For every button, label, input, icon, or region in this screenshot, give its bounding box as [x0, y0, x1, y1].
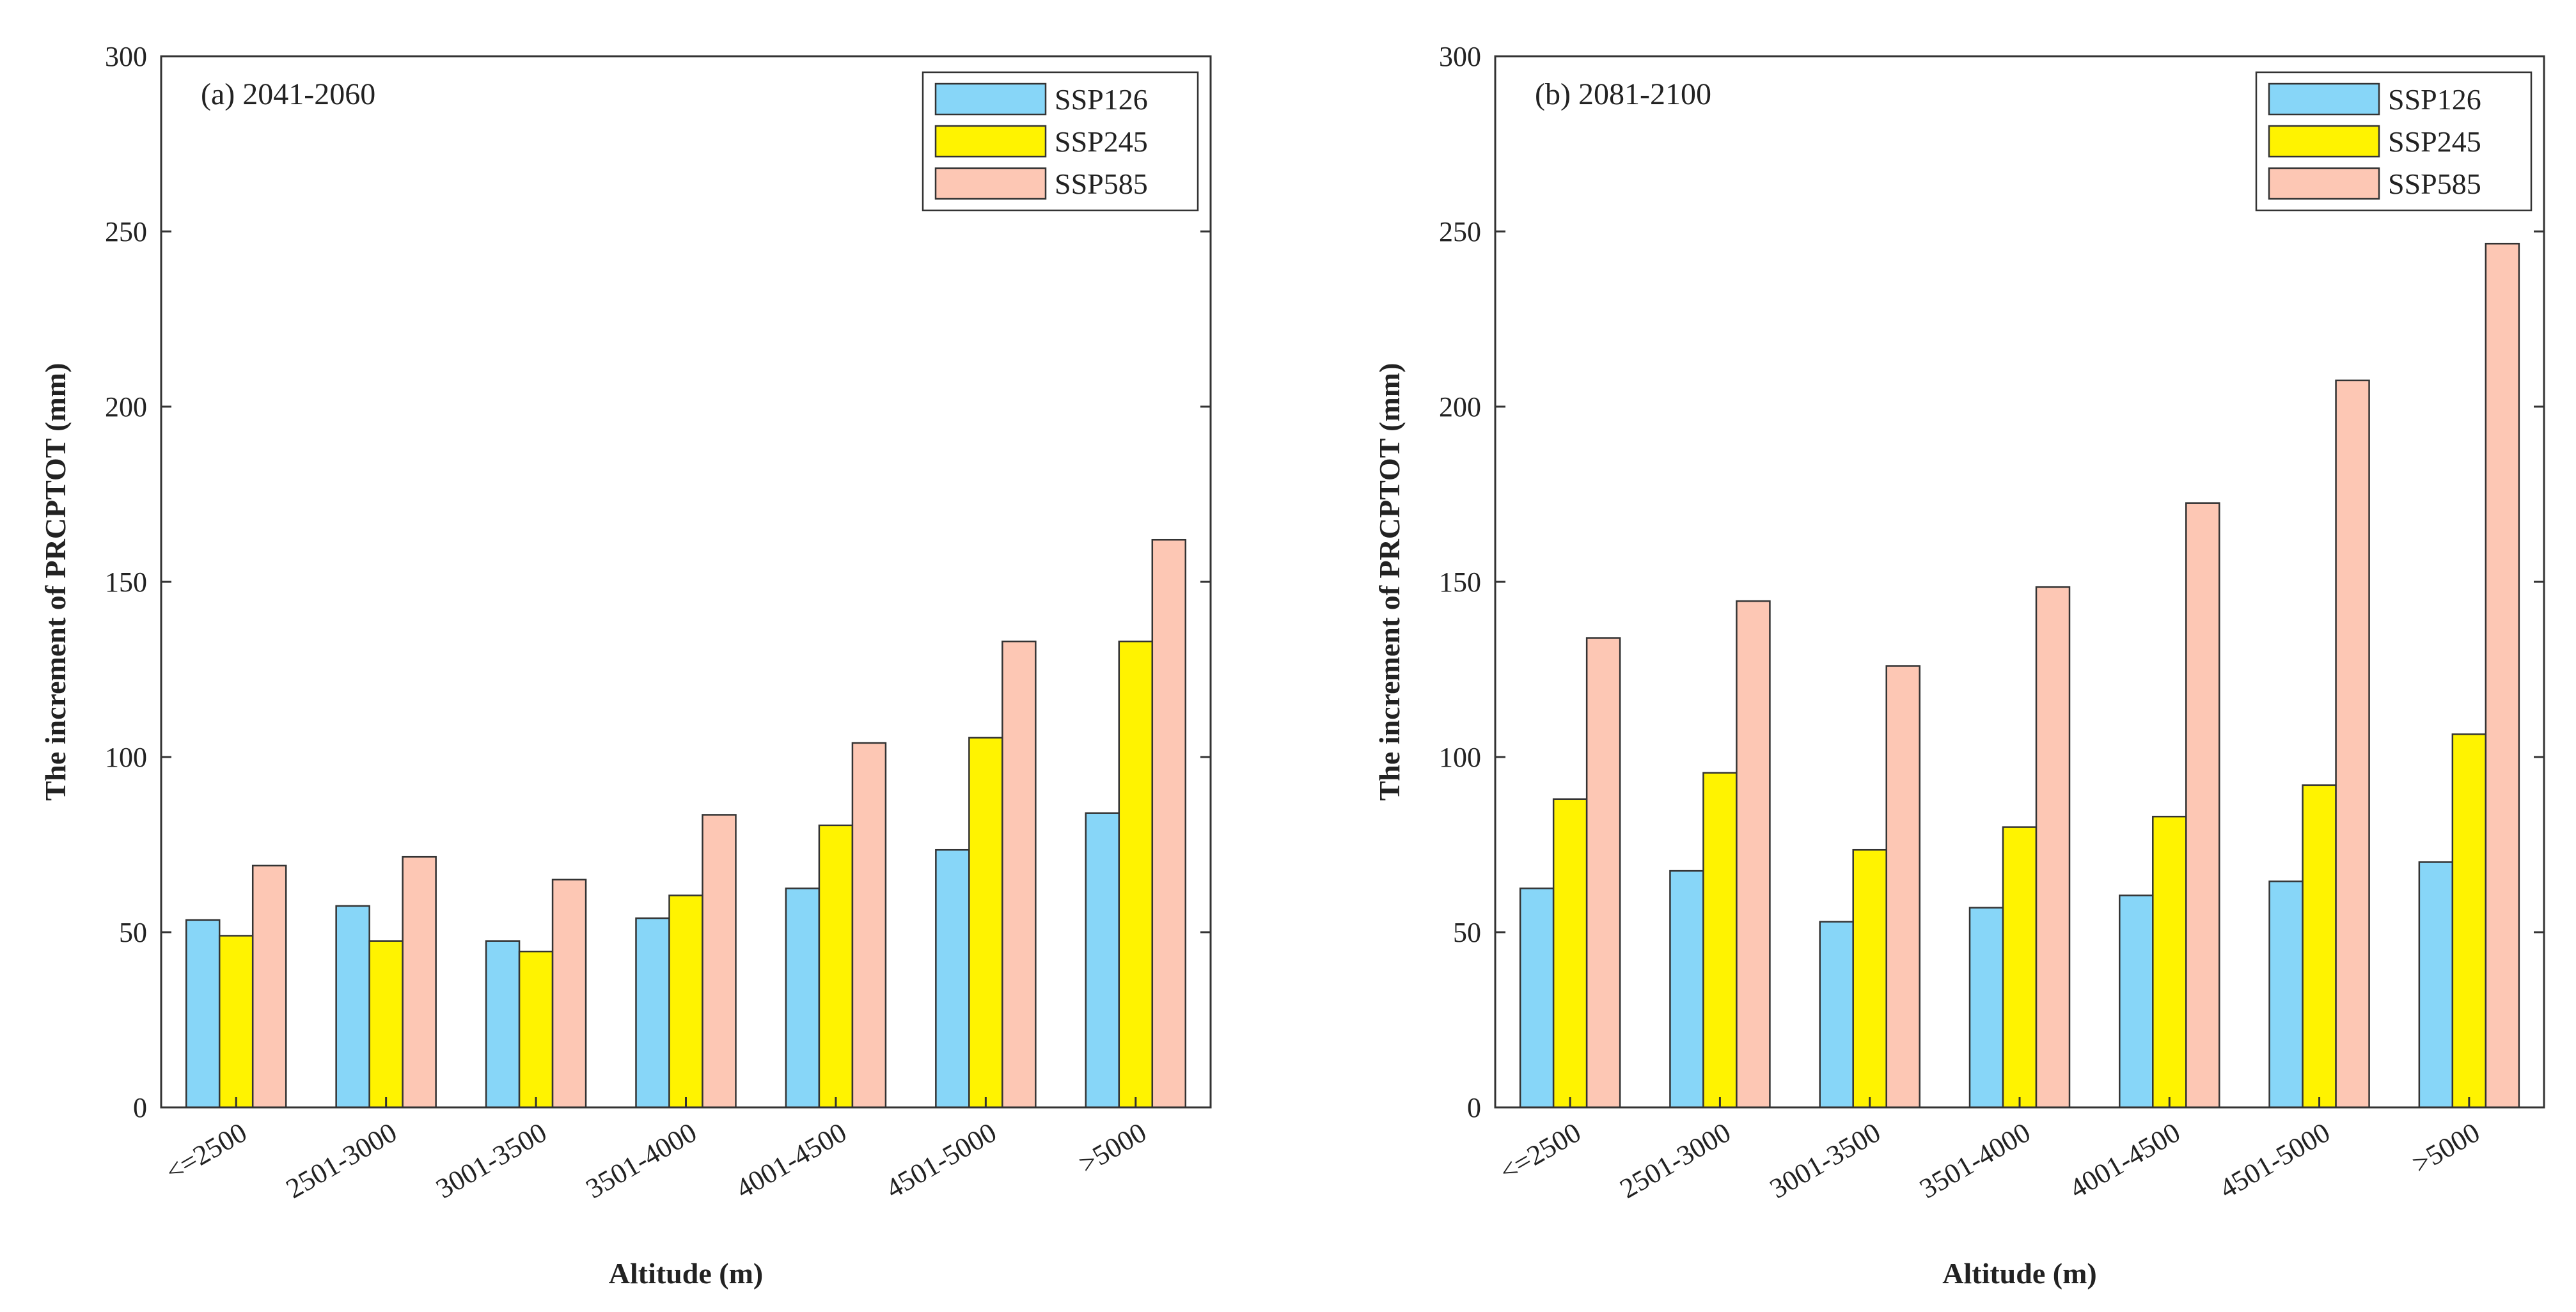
bar-ssp126-3 — [485, 940, 521, 1109]
bar-ssp126-3 — [1819, 921, 1854, 1109]
y-tick-label: 300 — [105, 41, 147, 72]
y-tick-label: 0 — [133, 1092, 147, 1123]
bar-ssp126-4 — [1968, 907, 2004, 1109]
y-axis-label: The increment of PRCPTOT (mm) — [39, 363, 72, 801]
y-tick-label: 100 — [105, 742, 147, 773]
bar-ssp585-2 — [1736, 600, 1771, 1109]
x-tick-label: 2501-3000 — [281, 1116, 402, 1205]
y-axis-label: The increment of PRCPTOT (mm) — [1373, 363, 1406, 801]
bar-ssp245-4 — [668, 894, 703, 1109]
bar-ssp585-7 — [2485, 242, 2520, 1109]
bar-ssp245-5 — [818, 824, 854, 1109]
bar-ssp245-6 — [968, 737, 1003, 1109]
bar-ssp126-2 — [1669, 870, 1704, 1109]
bar-ssp126-7 — [1085, 812, 1120, 1109]
legend: SSP126 SSP245 SSP585 — [2255, 71, 2533, 212]
x-axis-label: Altitude (m) — [1942, 1257, 2096, 1290]
bar-ssp126-2 — [335, 905, 370, 1109]
bar-ssp585-3 — [551, 879, 587, 1109]
x-tick-label: 3001-3500 — [1764, 1116, 1886, 1205]
legend-swatch-ssp585 — [2268, 167, 2380, 200]
x-tick-label: <=2500 — [161, 1116, 253, 1187]
bar-ssp245-2 — [368, 940, 404, 1109]
x-tick-label: 4001-4500 — [2064, 1116, 2186, 1205]
bar-ssp245-6 — [2302, 784, 2337, 1109]
x-tick-label: 4001-4500 — [730, 1116, 852, 1205]
bar-ssp585-1 — [251, 864, 287, 1109]
legend-label-ssp126: SSP126 — [2388, 83, 2481, 116]
bar-ssp585-5 — [2185, 502, 2220, 1109]
bar-ssp126-6 — [935, 848, 970, 1109]
x-tick-label: 3501-4000 — [1914, 1116, 2036, 1205]
y-tick-label: 50 — [119, 917, 147, 948]
x-tick-label: 2501-3000 — [1615, 1116, 1736, 1205]
legend-label-ssp585: SSP585 — [1055, 168, 1148, 200]
bar-ssp585-4 — [702, 814, 737, 1109]
x-axis-label: Altitude (m) — [609, 1257, 763, 1290]
legend: SSP126 SSP245 SSP585 — [922, 71, 1199, 212]
legend-label-ssp245: SSP245 — [1055, 125, 1148, 158]
bar-ssp585-2 — [402, 855, 437, 1109]
bar-ssp245-5 — [2152, 815, 2187, 1109]
legend-label-ssp585: SSP585 — [2388, 168, 2481, 200]
legend-swatch-ssp245 — [934, 125, 1047, 158]
x-tick-label: 4501-5000 — [2214, 1116, 2336, 1205]
panel-label: (a) 2041-2060 — [201, 77, 375, 111]
bar-ssp585-3 — [1885, 665, 1920, 1109]
bar-ssp585-5 — [851, 742, 887, 1109]
y-tick-label: 150 — [1439, 566, 1481, 598]
bar-ssp585-4 — [2035, 586, 2071, 1109]
bar-ssp245-7 — [1118, 640, 1154, 1109]
bar-ssp585-1 — [1585, 637, 1621, 1109]
bar-ssp585-7 — [1151, 538, 1187, 1109]
legend-swatch-ssp126 — [2268, 82, 2380, 116]
bar-ssp245-7 — [2451, 733, 2487, 1109]
bar-ssp245-4 — [2002, 826, 2038, 1109]
y-tick-label: 200 — [1439, 391, 1481, 423]
legend-swatch-ssp585 — [934, 167, 1047, 200]
x-tick-label: <=2500 — [1494, 1116, 1586, 1187]
chart-panel-1: 0 50 100 150 200 250 300 <=2500 2501-3000 3001-35… — [39, 41, 1212, 1290]
bar-ssp245-1 — [218, 935, 254, 1109]
legend-swatch-ssp245 — [2268, 125, 2380, 158]
chart-panel-2: 0 50 100 150 200 250 300 <=2500 2501-3000 3001-35… — [1373, 41, 2545, 1290]
bar-ssp126-5 — [785, 887, 821, 1109]
bar-ssp245-1 — [1552, 798, 1588, 1109]
y-tick-label: 250 — [1439, 216, 1481, 247]
bar-ssp126-4 — [635, 917, 670, 1109]
bar-ssp126-1 — [1519, 887, 1555, 1109]
y-tick-label: 300 — [1439, 41, 1481, 72]
x-tick-label: 3001-3500 — [430, 1116, 552, 1205]
x-tick-label: 4501-5000 — [881, 1116, 1002, 1205]
y-tick-label: 0 — [1467, 1092, 1481, 1123]
y-tick-label: 200 — [105, 391, 147, 423]
x-tick-label: >5000 — [2407, 1116, 2485, 1180]
legend-label-ssp126: SSP126 — [1055, 83, 1148, 116]
y-tick-label: 100 — [1439, 742, 1481, 773]
bar-ssp126-5 — [2119, 894, 2154, 1109]
legend-label-ssp245: SSP245 — [2388, 125, 2481, 158]
bar-ssp585-6 — [2335, 379, 2370, 1109]
bar-ssp245-3 — [1852, 848, 1887, 1109]
panel-label: (b) 2081-2100 — [1535, 77, 1711, 111]
y-tick-label: 50 — [1453, 917, 1481, 948]
legend-swatch-ssp126 — [934, 82, 1047, 116]
x-tick-label: >5000 — [1074, 1116, 1152, 1180]
bar-ssp585-6 — [1001, 640, 1037, 1109]
y-tick-label: 250 — [105, 216, 147, 247]
bar-ssp126-1 — [185, 919, 221, 1109]
bar-ssp245-2 — [1702, 772, 1738, 1109]
x-tick-label: 3501-4000 — [581, 1116, 702, 1205]
bar-ssp245-3 — [518, 950, 554, 1109]
bar-ssp126-6 — [2268, 880, 2304, 1109]
bar-ssp126-7 — [2418, 861, 2454, 1109]
y-tick-label: 150 — [105, 566, 147, 598]
